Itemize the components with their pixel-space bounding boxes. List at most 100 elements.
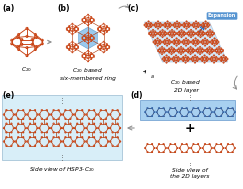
Circle shape (117, 118, 118, 119)
Circle shape (204, 54, 205, 56)
Circle shape (60, 127, 62, 129)
Circle shape (159, 43, 160, 44)
Circle shape (220, 151, 222, 153)
Circle shape (207, 31, 208, 32)
Circle shape (105, 145, 107, 147)
Circle shape (212, 31, 213, 33)
Circle shape (151, 143, 153, 145)
Circle shape (190, 34, 192, 36)
Circle shape (171, 24, 172, 25)
Circle shape (103, 44, 104, 45)
Circle shape (197, 40, 198, 41)
Circle shape (152, 31, 154, 33)
Circle shape (218, 46, 219, 47)
Circle shape (207, 31, 208, 33)
Circle shape (193, 26, 194, 27)
Circle shape (69, 29, 71, 31)
Circle shape (164, 22, 166, 24)
Circle shape (210, 49, 211, 50)
Circle shape (200, 41, 201, 42)
Circle shape (174, 26, 175, 27)
Circle shape (161, 25, 162, 26)
Circle shape (187, 48, 189, 49)
Circle shape (68, 49, 70, 51)
Circle shape (220, 60, 222, 62)
Circle shape (144, 147, 146, 149)
Circle shape (186, 22, 187, 24)
Circle shape (22, 118, 23, 119)
Circle shape (155, 35, 156, 36)
Circle shape (77, 29, 79, 31)
Circle shape (152, 25, 153, 26)
Circle shape (41, 136, 42, 137)
Circle shape (106, 48, 108, 50)
Circle shape (202, 43, 204, 45)
Circle shape (199, 46, 201, 48)
Circle shape (89, 36, 91, 38)
Circle shape (175, 62, 176, 63)
Circle shape (36, 113, 39, 116)
Circle shape (85, 113, 88, 116)
Circle shape (209, 29, 210, 30)
Circle shape (191, 42, 192, 43)
Polygon shape (79, 27, 97, 49)
Circle shape (163, 32, 164, 33)
Circle shape (170, 42, 171, 43)
Circle shape (35, 45, 38, 48)
Circle shape (220, 115, 222, 117)
Circle shape (200, 41, 202, 42)
Circle shape (161, 41, 162, 42)
Circle shape (178, 25, 179, 26)
Circle shape (105, 109, 107, 111)
Circle shape (103, 30, 104, 32)
Circle shape (211, 48, 213, 49)
Circle shape (170, 58, 171, 59)
Circle shape (105, 122, 107, 125)
Circle shape (195, 45, 196, 47)
Circle shape (84, 53, 85, 55)
Circle shape (68, 48, 69, 49)
Circle shape (168, 40, 169, 42)
Circle shape (206, 56, 208, 58)
Text: (c): (c) (127, 4, 139, 13)
Circle shape (182, 25, 183, 26)
Circle shape (75, 44, 77, 46)
Circle shape (216, 51, 217, 53)
Circle shape (172, 41, 173, 42)
Circle shape (187, 51, 188, 52)
Circle shape (153, 41, 154, 42)
Circle shape (106, 25, 108, 27)
Circle shape (107, 113, 109, 116)
Circle shape (176, 20, 178, 22)
Circle shape (15, 140, 17, 143)
Circle shape (174, 42, 176, 43)
Circle shape (203, 23, 205, 25)
Circle shape (76, 109, 78, 111)
Circle shape (167, 111, 169, 113)
Circle shape (164, 57, 166, 59)
Circle shape (65, 109, 66, 110)
Circle shape (159, 39, 160, 40)
Circle shape (186, 26, 187, 27)
Circle shape (175, 25, 176, 26)
Circle shape (174, 26, 175, 28)
Circle shape (211, 147, 213, 149)
Circle shape (199, 24, 201, 25)
Circle shape (187, 60, 188, 61)
Circle shape (204, 33, 205, 34)
Circle shape (163, 25, 164, 26)
Circle shape (211, 32, 212, 34)
Circle shape (101, 29, 102, 31)
Circle shape (158, 151, 159, 152)
Circle shape (71, 23, 73, 24)
Circle shape (184, 42, 185, 43)
Circle shape (157, 40, 158, 41)
Circle shape (193, 59, 194, 60)
Circle shape (34, 123, 35, 124)
Circle shape (174, 115, 175, 116)
Circle shape (174, 34, 175, 36)
Circle shape (71, 44, 73, 46)
Circle shape (202, 59, 204, 60)
Circle shape (207, 34, 208, 36)
Circle shape (87, 53, 88, 54)
